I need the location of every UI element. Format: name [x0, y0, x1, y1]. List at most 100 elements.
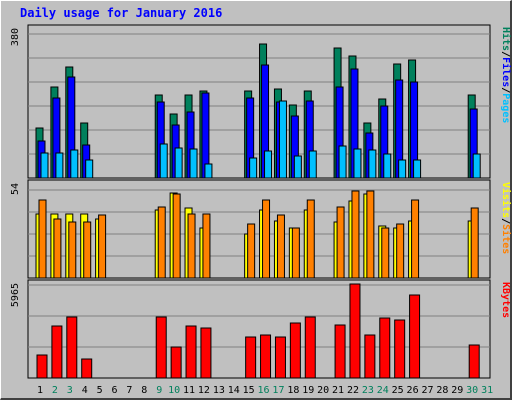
- day-label: 25: [392, 385, 404, 396]
- y-max-label: 54: [10, 183, 21, 195]
- panel-background: [27, 24, 491, 179]
- bar-pages-day-21: [338, 145, 347, 179]
- bar-kbytes-day-22: [349, 283, 361, 379]
- bar-kbytes-day-11: [185, 325, 197, 379]
- bar-sites-day-23: [366, 190, 375, 279]
- bar-pages-day-9: [159, 143, 168, 179]
- bar-sites-day-11: [187, 213, 196, 279]
- day-label: 27: [421, 385, 433, 396]
- x-axis-day-labels: 1 2 3 4 5 6 7 8 9 10 11 12 13 14 15 16 17 18 19 20 21 22 23 24 2…: [37, 385, 493, 396]
- bar-kbytes-day-25: [394, 319, 406, 379]
- bar-kbytes-day-12: [200, 327, 212, 379]
- panel-kbytes: 5965 KBytes: [10, 279, 511, 379]
- day-label: 12: [198, 385, 210, 396]
- day-label: 26: [407, 385, 419, 396]
- day-label: 6: [112, 385, 118, 396]
- bar-sites-day-22: [351, 190, 360, 279]
- bar-pages-day-12: [204, 163, 213, 179]
- bar-sites-day-15: [247, 223, 256, 279]
- bar-kbytes-day-4: [81, 358, 93, 379]
- bar-kbytes-day-17: [274, 336, 286, 379]
- legend-entry: Hits: [500, 27, 512, 51]
- legend-entry: /: [500, 51, 511, 57]
- legend-entry: /: [500, 87, 511, 93]
- bar-kbytes-day-15: [245, 336, 257, 379]
- bar-kbytes-day-9: [155, 316, 167, 379]
- bar-sites-day-21: [336, 206, 345, 279]
- bar-pages-day-26: [413, 159, 422, 179]
- panel-visits_sites: 54 Visits/Sites: [10, 179, 512, 279]
- day-label: 1: [37, 385, 43, 396]
- bar-pages-day-19: [308, 150, 317, 179]
- bar-sites-day-4: [83, 221, 92, 279]
- y-max-label: 380: [10, 28, 21, 46]
- chart-title: Daily usage for January 2016: [20, 6, 222, 20]
- day-label: 7: [126, 385, 132, 396]
- day-label: 21: [332, 385, 344, 396]
- day-label: 31: [481, 385, 493, 396]
- bar-pages-day-10: [174, 147, 183, 179]
- day-label: 11: [183, 385, 195, 396]
- bar-sites-day-12: [202, 213, 211, 279]
- bar-pages-day-16: [264, 150, 273, 179]
- bar-pages-day-30: [472, 153, 481, 179]
- day-label: 5: [97, 385, 103, 396]
- bar-kbytes-day-30: [468, 344, 480, 379]
- bar-pages-day-11: [189, 148, 198, 179]
- bar-pages-day-25: [398, 159, 407, 179]
- bar-pages-day-23: [368, 149, 377, 179]
- day-label: 19: [302, 385, 314, 396]
- bar-kbytes-day-19: [304, 316, 316, 379]
- bar-pages-day-1: [40, 152, 49, 179]
- bar-pages-day-22: [353, 148, 362, 179]
- bar-sites-day-10: [172, 193, 181, 279]
- bar-pages-day-15: [249, 157, 258, 179]
- bar-sites-day-18: [291, 227, 300, 279]
- bar-sites-day-17: [276, 214, 285, 279]
- legend-kbytes: KBytes: [500, 282, 511, 318]
- day-label: 30: [466, 385, 478, 396]
- panel-hits_files_pages: 380 Hits/Files/Pages: [10, 24, 512, 179]
- bar-pages-day-3: [70, 149, 79, 179]
- day-label: 13: [213, 385, 225, 396]
- bar-pages-day-17: [278, 100, 287, 179]
- bar-kbytes-day-1: [36, 354, 48, 379]
- day-label: 18: [287, 385, 299, 396]
- day-label: 4: [82, 385, 88, 396]
- day-label: 20: [317, 385, 329, 396]
- legend-hits_files_pages: Hits/Files/Pages: [500, 27, 512, 123]
- day-label: 15: [243, 385, 255, 396]
- bar-kbytes-day-2: [51, 325, 63, 379]
- day-label: 9: [156, 385, 162, 396]
- day-label: 2: [52, 385, 58, 396]
- legend-entry: Sites: [500, 224, 512, 254]
- bar-kbytes-day-26: [409, 294, 421, 379]
- day-label: 8: [141, 385, 147, 396]
- bar-kbytes-day-16: [260, 334, 272, 379]
- bar-pages-day-24: [383, 153, 392, 179]
- bar-sites-day-30: [470, 207, 479, 279]
- bar-sites-day-25: [396, 223, 405, 279]
- legend-entry: Files: [500, 57, 512, 87]
- bar-kbytes-day-23: [364, 334, 376, 379]
- day-label: 24: [377, 385, 389, 396]
- bar-kbytes-day-10: [170, 346, 182, 379]
- legend-entry: KBytes: [500, 282, 511, 318]
- y-max-label: 5965: [10, 283, 21, 307]
- bar-pages-day-2: [55, 152, 64, 179]
- day-label: 3: [67, 385, 73, 396]
- bar-kbytes-day-18: [289, 322, 301, 379]
- legend-entry: Visits: [500, 182, 512, 218]
- legend-entry: /: [500, 218, 511, 224]
- bar-pages-day-18: [293, 155, 302, 179]
- bar-sites-day-19: [306, 199, 315, 279]
- day-label: 17: [272, 385, 284, 396]
- day-label: 16: [258, 385, 270, 396]
- day-label: 28: [436, 385, 448, 396]
- day-label: 22: [347, 385, 359, 396]
- bar-sites-day-1: [38, 199, 47, 279]
- bar-sites-day-5: [98, 214, 107, 279]
- legend-entry: Pages: [500, 93, 511, 123]
